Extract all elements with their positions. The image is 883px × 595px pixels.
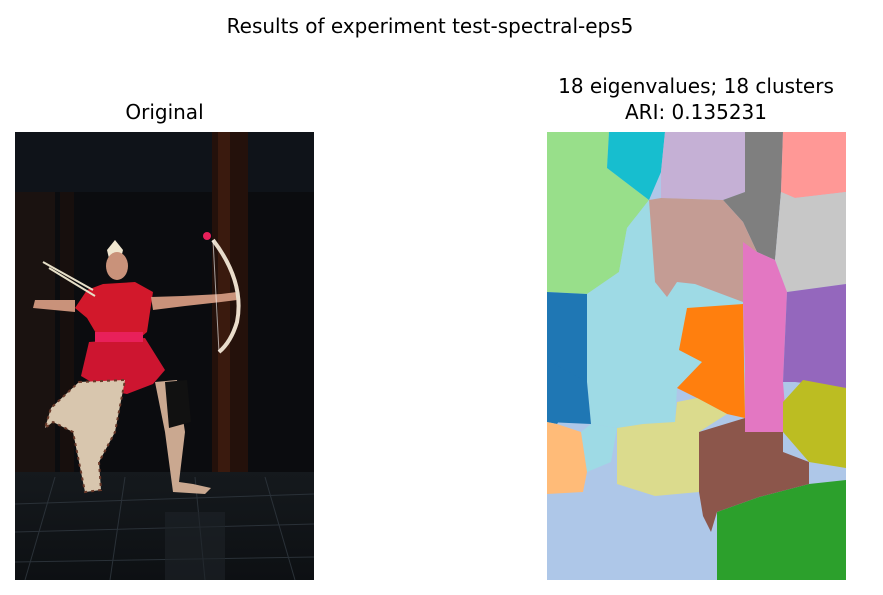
segmentation-image	[547, 132, 846, 580]
cluster-region	[547, 360, 591, 424]
cluster-region	[743, 242, 787, 432]
cluster-region	[699, 418, 809, 532]
cluster-region	[783, 380, 846, 468]
segmentation-title-line1: 18 eigenvalues; 18 clusters	[558, 74, 834, 98]
cluster-region	[649, 198, 757, 302]
original-photo-drawing	[15, 132, 314, 580]
cluster-region	[547, 422, 587, 494]
original-image	[15, 132, 314, 580]
segmentation-map	[547, 132, 846, 580]
segmentation-panel-title: 18 eigenvalues; 18 clusters ARI: 0.13523…	[495, 73, 883, 125]
cluster-region	[717, 480, 846, 580]
segmentation-title-line2: ARI: 0.135231	[624, 100, 767, 124]
cluster-region	[781, 132, 846, 198]
cluster-region	[723, 132, 783, 260]
cluster-region	[547, 198, 745, 428]
cluster-region	[547, 132, 649, 294]
figure-suptitle: Results of experiment test-spectral-eps5	[226, 14, 634, 38]
cluster-region	[677, 304, 745, 418]
original-panel-title: Original	[125, 100, 204, 124]
cluster-region	[775, 192, 846, 292]
cluster-region	[617, 398, 727, 496]
cluster-region	[581, 424, 617, 472]
cluster-region	[783, 284, 846, 388]
cluster-region	[661, 132, 745, 200]
cluster-region	[607, 132, 665, 200]
